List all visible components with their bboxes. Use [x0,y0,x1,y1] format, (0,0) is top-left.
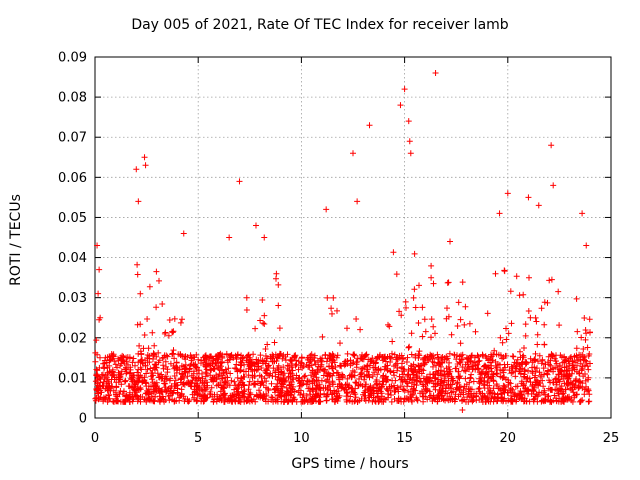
x-axis-label: GPS time / hours [291,456,409,472]
data-point [583,242,590,249]
data-point [366,122,373,129]
data-point [447,238,454,245]
data-point [133,166,140,173]
data-point [323,206,330,213]
data-point [525,194,532,201]
x-tick-label: 10 [293,431,310,446]
y-tick-label: 0.05 [58,211,87,226]
y-tick-label: 0.08 [58,91,87,106]
data-point [406,138,413,145]
data-point [350,150,356,157]
y-axis-label: ROTI / TECUs [8,194,24,286]
data-point [354,198,361,205]
data-point [261,234,268,241]
x-tick-label: 15 [396,431,413,446]
axis-ticks [94,56,612,419]
data-point [550,182,557,189]
x-tick-label: 0 [91,431,99,446]
data-point [142,162,149,169]
y-tick-label: 0.03 [58,291,87,306]
y-tick-label: 0.04 [58,251,87,266]
data-point [236,178,243,185]
tick-labels: 0 0.01 0.02 0.03 0.04 0.05 0.06 0.07 0.08 0.09 0 5 1… [58,51,619,447]
y-tick-label: 0.06 [58,171,87,186]
plot-frame [94,56,612,419]
data-point [95,290,102,297]
data-point [407,150,414,157]
chart-title: Day 005 of 2021, Rate Of TEC Index for r… [131,17,509,33]
data-point [97,314,104,321]
data-point [180,230,187,237]
y-tick-label: 0.01 [58,371,87,386]
data-point [401,86,408,93]
data-point [397,102,404,109]
data-point [135,198,142,205]
data-point [459,406,466,413]
y-tick-label: 0 [79,412,87,427]
data-point [496,210,503,217]
x-tick-label: 5 [194,431,202,446]
data-point [432,70,439,77]
y-tick-label: 0.07 [58,131,87,146]
data-point [405,118,412,125]
data-point [504,190,511,197]
data-points [92,70,593,413]
y-tick-label: 0.09 [58,51,87,66]
data-point [579,210,586,217]
x-tick-label: 25 [603,431,620,446]
data-point [226,234,233,241]
data-point [141,154,148,161]
data-point [548,142,555,149]
data-point [252,222,259,229]
data-point [535,202,542,209]
x-tick-label: 20 [500,431,517,446]
data-point [94,242,101,249]
data-point-cloud [92,249,593,405]
y-tick-label: 0.02 [58,331,87,346]
data-point [96,266,103,273]
